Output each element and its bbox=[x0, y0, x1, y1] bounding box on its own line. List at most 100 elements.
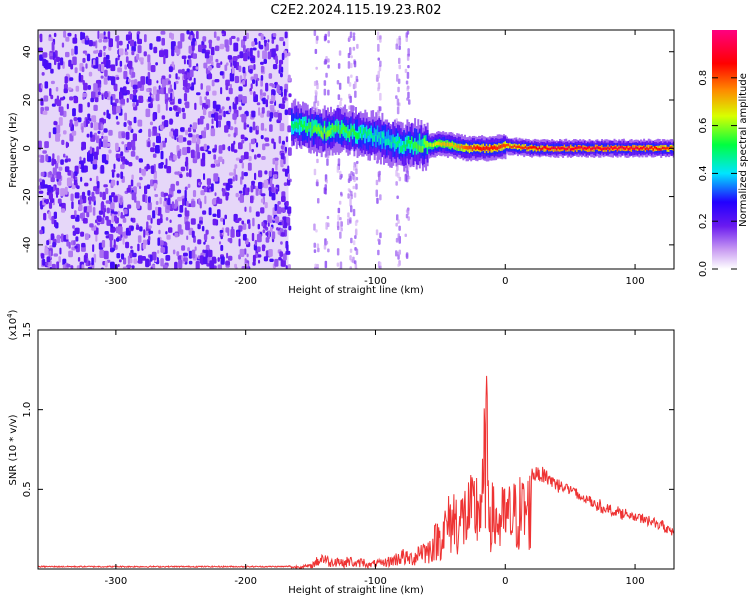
noise-cell bbox=[235, 174, 238, 181]
noise-cell bbox=[268, 249, 273, 257]
noise-cell bbox=[55, 56, 60, 62]
ridge-cell bbox=[624, 147, 627, 150]
ridge-cell bbox=[351, 125, 354, 132]
noise-cell bbox=[65, 73, 70, 77]
noise-cell bbox=[100, 63, 105, 72]
noise-cell bbox=[56, 171, 62, 180]
noise-cell bbox=[288, 147, 292, 156]
top-x-tick-label: -300 bbox=[105, 276, 128, 287]
ridge-cell bbox=[647, 144, 650, 150]
noise-cell bbox=[255, 142, 259, 148]
ridge-cell bbox=[340, 123, 343, 145]
noise-cell bbox=[265, 99, 268, 108]
ridge-cell bbox=[554, 146, 557, 150]
streak-cell bbox=[325, 240, 329, 245]
noise-cell bbox=[190, 30, 194, 36]
ridge-cell bbox=[506, 143, 508, 147]
ridge-cell bbox=[387, 129, 390, 143]
ridge-cell bbox=[636, 146, 639, 150]
noise-cell bbox=[93, 59, 96, 66]
noise-cell bbox=[282, 216, 287, 221]
noise-cell bbox=[280, 145, 284, 150]
noise-cell bbox=[130, 151, 136, 157]
streak-cell bbox=[375, 179, 379, 186]
noise-cell bbox=[124, 64, 127, 70]
noise-cell bbox=[82, 57, 86, 63]
noise-cell bbox=[71, 48, 74, 56]
noise-cell bbox=[101, 135, 104, 139]
ridge-cell bbox=[583, 146, 586, 150]
noise-cell bbox=[148, 196, 151, 203]
ridge-cell bbox=[431, 143, 434, 147]
noise-cell bbox=[228, 87, 233, 95]
noise-cell bbox=[45, 262, 49, 266]
noise-cell bbox=[203, 127, 207, 132]
noise-cell bbox=[69, 119, 73, 125]
noise-cell bbox=[110, 210, 115, 214]
noise-cell bbox=[225, 261, 230, 266]
noise-cell bbox=[265, 232, 269, 236]
noise-cell bbox=[211, 79, 215, 87]
top-x-tick-label: -100 bbox=[364, 276, 387, 287]
noise-cell bbox=[152, 113, 156, 122]
noise-cell bbox=[283, 182, 288, 186]
ridge-cell bbox=[303, 121, 306, 128]
noise-cell bbox=[174, 171, 180, 175]
ridge-cell bbox=[298, 122, 301, 136]
noise-cell bbox=[127, 204, 132, 209]
ridge-cell bbox=[311, 129, 314, 136]
noise-cell bbox=[186, 146, 191, 154]
noise-cell bbox=[75, 85, 80, 92]
ridge-cell bbox=[507, 143, 510, 147]
streak-cell bbox=[352, 46, 356, 51]
noise-cell bbox=[201, 48, 206, 54]
noise-cell bbox=[284, 146, 287, 152]
ridge-cell bbox=[369, 128, 371, 135]
noise-cell bbox=[137, 38, 142, 45]
streak-cell bbox=[354, 263, 358, 269]
noise-cell bbox=[104, 69, 108, 77]
ridge-cell bbox=[316, 120, 318, 134]
noise-cell bbox=[262, 92, 267, 97]
ridge-cell bbox=[418, 133, 421, 147]
noise-cell bbox=[106, 60, 109, 69]
bottom-plot-frame bbox=[37, 329, 675, 570]
noise-cell bbox=[264, 41, 267, 47]
ridge-cell bbox=[418, 145, 421, 152]
noise-cell bbox=[137, 260, 142, 264]
noise-cell bbox=[258, 41, 261, 49]
noise-cell bbox=[159, 217, 163, 224]
noise-cell bbox=[211, 236, 215, 240]
noise-cell bbox=[90, 122, 93, 129]
ridge-cell bbox=[566, 147, 569, 151]
ridge-cell bbox=[516, 145, 519, 148]
noise-cell bbox=[55, 133, 60, 142]
noise-cell bbox=[52, 242, 56, 248]
noise-cell bbox=[177, 224, 182, 233]
streak-cell bbox=[375, 74, 379, 82]
noise-cell bbox=[288, 93, 292, 98]
noise-cell bbox=[145, 108, 151, 118]
ridge-cell bbox=[302, 124, 304, 131]
noise-cell bbox=[136, 182, 141, 187]
noise-cell bbox=[133, 116, 137, 124]
ridge-cell bbox=[356, 119, 359, 141]
noise-cell bbox=[38, 178, 43, 183]
streak-cell bbox=[336, 165, 340, 173]
noise-cell bbox=[147, 54, 151, 63]
noise-cell bbox=[255, 211, 260, 217]
noise-cell bbox=[148, 230, 154, 234]
noise-cell bbox=[166, 205, 171, 210]
noise-cell bbox=[280, 232, 286, 237]
noise-cell bbox=[78, 103, 83, 113]
noise-cell bbox=[242, 80, 246, 85]
noise-cell bbox=[127, 255, 130, 265]
ridge-cell bbox=[658, 148, 661, 151]
noise-cell bbox=[52, 52, 56, 61]
noise-cell bbox=[285, 265, 288, 269]
ridge-cell bbox=[635, 146, 638, 149]
ridge-cell bbox=[323, 125, 326, 133]
noise-cell bbox=[100, 165, 105, 174]
noise-cell bbox=[150, 65, 156, 73]
noise-cell bbox=[192, 53, 197, 59]
